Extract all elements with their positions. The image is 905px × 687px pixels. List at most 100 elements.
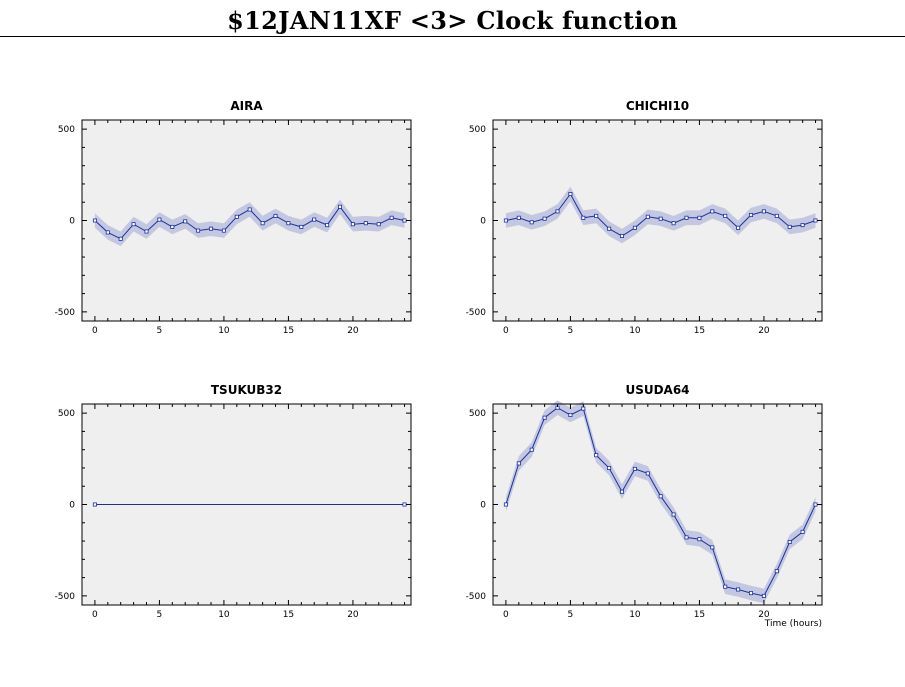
- x-tick-label: 15: [694, 326, 705, 336]
- data-point: [671, 512, 676, 517]
- data-point: [813, 502, 818, 507]
- data-point: [645, 471, 650, 476]
- y-tick-label: 500: [58, 125, 75, 135]
- data-point: [645, 214, 650, 219]
- y-tick-label: 500: [469, 125, 486, 135]
- data-point: [234, 214, 239, 219]
- data-point: [710, 545, 715, 550]
- x-tick-label: 10: [629, 326, 641, 336]
- x-tick-label: 10: [218, 326, 230, 336]
- data-point: [183, 219, 188, 224]
- data-point: [503, 502, 508, 507]
- data-point: [658, 216, 663, 221]
- chart-panel-1: CHICHI10 0 5 10 15 20 -500 0 500: [466, 99, 823, 336]
- x-tick-label: 20: [347, 610, 359, 620]
- data-point: [376, 222, 381, 227]
- data-point: [749, 212, 754, 217]
- data-point: [350, 222, 355, 227]
- data-point: [92, 218, 97, 223]
- data-point: [529, 220, 534, 225]
- y-tick-label: -500: [466, 592, 487, 602]
- chart-title: CHICHI10: [626, 99, 689, 113]
- y-tick-label: 0: [69, 501, 75, 511]
- chart-title: USUDA64: [625, 383, 689, 397]
- data-point: [299, 224, 304, 229]
- data-point: [516, 461, 521, 466]
- y-tick-label: -500: [55, 308, 76, 318]
- data-point: [568, 412, 573, 417]
- data-point: [118, 236, 123, 241]
- data-point: [813, 218, 818, 223]
- data-point: [787, 540, 792, 545]
- data-point: [568, 191, 573, 196]
- data-point: [684, 535, 689, 540]
- data-point: [736, 225, 741, 230]
- data-point: [749, 591, 754, 596]
- data-point: [658, 494, 663, 499]
- data-point: [286, 221, 291, 226]
- data-point: [697, 537, 702, 542]
- data-point: [736, 587, 741, 592]
- y-tick-label: -500: [466, 308, 487, 318]
- data-point: [170, 224, 175, 229]
- x-tick-label: 15: [283, 326, 294, 336]
- x-tick-label: 10: [629, 610, 641, 620]
- data-point: [92, 502, 97, 507]
- data-point: [529, 447, 534, 452]
- data-point: [196, 228, 201, 233]
- y-tick-label: 0: [69, 217, 75, 227]
- data-point: [607, 226, 612, 231]
- data-point: [144, 229, 149, 234]
- data-point: [607, 465, 612, 470]
- data-point: [402, 502, 407, 507]
- data-point: [723, 584, 728, 589]
- data-point: [620, 489, 625, 494]
- data-point: [542, 415, 547, 420]
- y-tick-label: 0: [480, 217, 486, 227]
- data-point: [684, 215, 689, 220]
- data-point: [800, 529, 805, 534]
- data-point: [594, 213, 599, 218]
- data-point: [503, 218, 508, 223]
- data-point: [761, 209, 766, 214]
- data-point: [774, 213, 779, 218]
- data-point: [247, 207, 252, 212]
- data-point: [208, 226, 213, 231]
- x-tick-label: 15: [694, 610, 705, 620]
- data-point: [787, 224, 792, 229]
- y-tick-label: 500: [469, 409, 486, 419]
- title-divider: [0, 36, 905, 37]
- x-tick-label: 15: [283, 610, 294, 620]
- data-point: [761, 593, 766, 598]
- chart-panel-0: AIRA 0 5 10 15 20 -500 0 500: [55, 99, 412, 336]
- page-title: $12JAN11XF <3> Clock function: [227, 6, 678, 35]
- data-point: [273, 213, 278, 218]
- data-point: [710, 209, 715, 214]
- data-point: [402, 218, 407, 223]
- uncertainty-band: [505, 400, 816, 604]
- x-tick-label: 5: [157, 326, 163, 336]
- data-point: [542, 216, 547, 221]
- data-point: [620, 233, 625, 238]
- data-point: [697, 215, 702, 220]
- data-point: [221, 228, 226, 233]
- data-point: [723, 213, 728, 218]
- data-point: [581, 215, 586, 220]
- data-point: [312, 217, 317, 222]
- data-point: [131, 222, 136, 227]
- data-point: [800, 223, 805, 228]
- chart-panel-2: TSUKUB32 0 5 10 15 20 -500 0 500: [55, 383, 412, 620]
- x-axis-label: Time (hours): [764, 619, 822, 629]
- data-point: [337, 204, 342, 209]
- chart-panel-3: USUDA64 0 5 10 15 20 -500 0 500 Time (hours): [466, 383, 823, 629]
- data-point: [105, 230, 110, 235]
- x-tick-label: 10: [218, 610, 230, 620]
- x-tick-label: 5: [157, 610, 163, 620]
- x-tick-label: 5: [568, 610, 574, 620]
- plot-area: [493, 404, 822, 605]
- x-tick-label: 0: [503, 326, 509, 336]
- y-tick-label: -500: [55, 592, 76, 602]
- data-point: [555, 209, 560, 214]
- data-point: [389, 215, 394, 220]
